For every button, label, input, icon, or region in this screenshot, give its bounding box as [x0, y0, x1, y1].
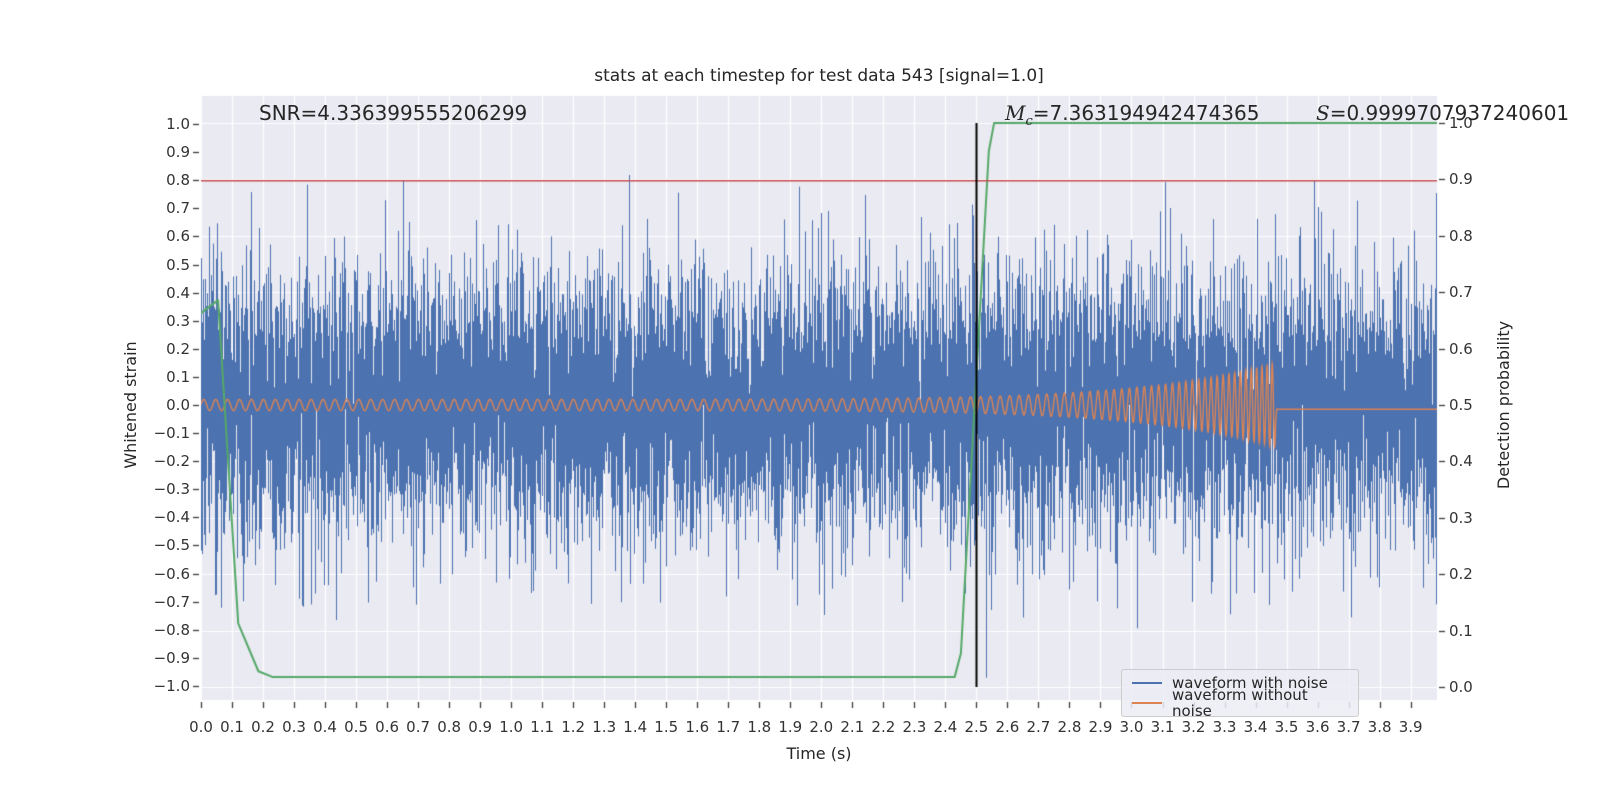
x-tick-label: 3.5	[1274, 718, 1299, 736]
y-left-tick-label: −0.3	[153, 480, 190, 499]
x-tick-label: 2.9	[1088, 718, 1113, 736]
x-tick-label: 1.5	[654, 718, 679, 736]
x-tick-label: 2.4	[933, 718, 958, 736]
y-right-tick-label: 0.5	[1449, 396, 1473, 415]
score-annotation: S=0.9999707937240601	[1316, 101, 1569, 125]
x-tick-label: 2.0	[809, 718, 834, 736]
x-tick-label: 2.5	[964, 718, 989, 736]
y-left-tick-label: 0.1	[166, 367, 190, 386]
x-tick-label: 2.1	[840, 718, 865, 736]
y-left-tick-label: −0.9	[153, 648, 190, 667]
y-left-tick-label: −0.2	[153, 452, 190, 471]
x-tick-label: 2.7	[1026, 718, 1051, 736]
x-tick-label: 3.6	[1305, 718, 1330, 736]
x-tick-label: 0.0	[189, 718, 213, 736]
snr-annotation: SNR=4.336399555206299	[259, 101, 528, 125]
y-left-tick-label: −0.1	[153, 424, 190, 443]
y-left-tick-label: 0.2	[166, 339, 190, 358]
x-tick-label: 3.7	[1336, 718, 1361, 736]
chirp-mass-annotation: Mc=7.363194942474365	[1005, 101, 1259, 129]
x-tick-label: 1.2	[561, 718, 586, 736]
x-tick-label: 0.3	[282, 718, 306, 736]
x-tick-label: 2.2	[871, 718, 896, 736]
x-tick-label: 3.4	[1243, 718, 1268, 736]
y-left-tick-label: 0.4	[166, 283, 190, 302]
x-tick-label: 1.0	[499, 718, 524, 736]
y-left-axis-label: Whitened strain	[121, 341, 140, 469]
x-tick-label: 0.6	[375, 718, 400, 736]
x-tick-label: 1.3	[592, 718, 617, 736]
y-left-tick-label: −0.7	[153, 592, 190, 611]
x-tick-label: 2.6	[995, 718, 1020, 736]
chirp-mass-symbol: M	[1005, 101, 1026, 125]
y-right-tick-label: 0.0	[1449, 678, 1473, 697]
x-tick-label: 0.7	[406, 718, 431, 736]
x-tick-label: 1.6	[685, 718, 710, 736]
x-tick-label: 3.1	[1150, 718, 1175, 736]
y-right-tick-label: 0.8	[1449, 226, 1473, 245]
x-tick-label: 3.8	[1367, 718, 1392, 736]
x-tick-label: 0.4	[313, 718, 337, 736]
x-tick-label: 3.2	[1181, 718, 1206, 736]
y-right-tick-label: 1.0	[1449, 114, 1473, 133]
y-left-tick-label: −1.0	[153, 676, 190, 695]
x-tick-label: 0.5	[344, 718, 368, 736]
x-tick-label: 2.8	[1057, 718, 1082, 736]
x-tick-label: 1.4	[623, 718, 648, 736]
x-tick-label: 2.3	[902, 718, 927, 736]
x-tick-label: 0.9	[468, 718, 493, 736]
legend-label: waveform without noise	[1172, 686, 1308, 720]
legend-item-waveform-without-noise: waveform without noise	[1132, 687, 1348, 719]
y-left-tick-label: 0.3	[166, 311, 190, 330]
y-right-tick-label: 0.2	[1449, 565, 1473, 584]
x-tick-label: 1.8	[747, 718, 772, 736]
y-left-tick-label: −0.8	[153, 620, 190, 639]
score-value: =0.9999707937240601	[1329, 101, 1570, 125]
y-left-tick-label: −0.5	[153, 536, 190, 555]
y-right-tick-label: 0.6	[1449, 339, 1473, 358]
y-right-tick-label: 0.7	[1449, 283, 1473, 302]
y-left-tick-label: 0.0	[166, 396, 190, 415]
legend-item-waveform-with-noise: waveform with noise	[1132, 675, 1348, 691]
y-left-tick-label: −0.4	[153, 508, 190, 527]
x-axis-label: Time (s)	[786, 744, 852, 763]
y-left-tick-label: 0.5	[166, 255, 190, 274]
y-right-tick-label: 0.3	[1449, 508, 1473, 527]
chirp-mass-value: =7.363194942474365	[1032, 101, 1260, 125]
legend: waveform with noise waveform without noi…	[1121, 669, 1359, 719]
y-left-tick-label: 1.0	[166, 115, 190, 134]
chirp-mass-subscript: c	[1025, 114, 1033, 129]
y-left-tick-label: 0.8	[166, 171, 190, 190]
x-tick-label: 0.2	[251, 718, 275, 736]
y-right-tick-label: 0.4	[1449, 452, 1473, 471]
y-right-tick-label: 0.1	[1449, 621, 1473, 640]
y-left-tick-label: 0.6	[166, 227, 190, 246]
legend-swatch-blue-line	[1132, 682, 1162, 684]
y-right-axis-label: Detection probability	[1494, 320, 1513, 490]
x-tick-label: 1.7	[716, 718, 741, 736]
score-symbol: S	[1316, 101, 1330, 125]
legend-label: waveform with noise	[1172, 674, 1328, 692]
x-tick-label: 1.9	[778, 718, 803, 736]
x-tick-label: 3.0	[1119, 718, 1144, 736]
y-left-tick-label: 0.7	[166, 199, 190, 218]
x-tick-label: 0.1	[220, 718, 244, 736]
x-tick-label: 0.8	[437, 718, 462, 736]
y-left-tick-label: 0.9	[166, 143, 190, 162]
y-right-tick-label: 0.9	[1449, 170, 1473, 189]
x-tick-label: 3.9	[1398, 718, 1423, 736]
x-tick-label: 1.1	[530, 718, 555, 736]
y-left-tick-label: −0.6	[153, 564, 190, 583]
legend-swatch-orange-line	[1132, 702, 1162, 704]
chart-title: stats at each timestep for test data 543…	[594, 66, 1044, 86]
x-tick-label: 3.3	[1212, 718, 1237, 736]
